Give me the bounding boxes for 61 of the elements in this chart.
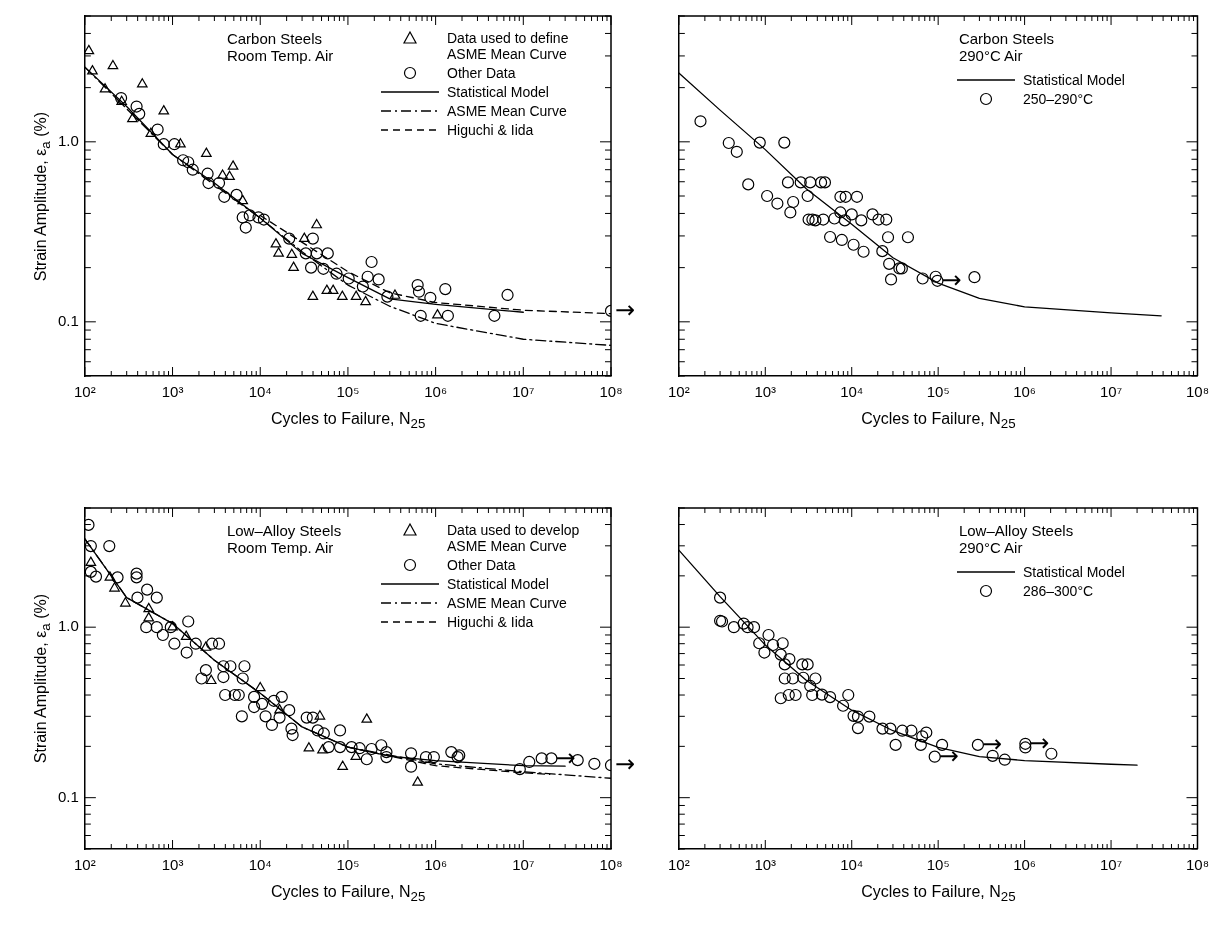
legend-label: 250–290°C [1022,91,1095,107]
x-tick-label: 10⁶ [424,383,448,401]
legend-label: Higuchi & Iida [447,122,535,138]
x-tick-label: 10² [668,856,690,874]
legend-label: Statistical Model [1022,564,1126,580]
x-tick-label: 10⁸ [599,856,623,874]
x-tick-label: 10³ [161,383,184,401]
legend-label: Data used to define ASME Mean Curve [447,30,570,62]
annotation: → [615,296,636,325]
x-tick-label: 10² [74,856,96,874]
annotation: → [938,741,959,770]
legend-label: Higuchi & Iida [447,614,535,630]
x-tick-label: 10⁴ [840,383,864,401]
legend-label: Other Data [447,65,517,81]
x-tick-label: 10⁶ [424,856,448,874]
x-tick-label: 10⁸ [1185,383,1209,401]
legend-label: Statistical Model [447,576,550,592]
x-tick-label: 10² [668,383,690,401]
annotation: → [941,266,962,295]
x-tick-label: 10³ [754,383,777,401]
annotation: Carbon Steels 290°C Air [958,30,1055,64]
x-tick-label: 10⁷ [512,856,535,874]
x-tick-label: 10³ [161,856,184,874]
annotation: → [615,750,636,779]
x-tick-label: 10² [74,383,96,401]
x-tick-label: 10⁸ [1185,856,1209,874]
x-tick-label: 10⁸ [599,383,623,401]
x-tick-label: 10⁵ [336,856,360,874]
x-tick-label: 10⁷ [1099,383,1123,401]
annotation: → [555,743,576,772]
legend-label: Statistical Model [447,84,550,100]
annotation: Low–Alloy Steels Room Temp. Air [226,522,343,556]
legend-label: ASME Mean Curve [447,103,568,119]
annotation: Carbon Steels Room Temp. Air [226,30,335,64]
x-tick-label: 10³ [754,856,777,874]
x-tick-label: 10⁵ [926,856,950,874]
x-axis-title: Cycles to Failure, N$_{25}$ [861,410,1016,432]
annotation: → [1029,729,1050,758]
y-tick-label: 1.0 [57,131,79,149]
annotation: → [981,730,1002,759]
legend-label: Other Data [447,557,517,573]
legend-label: ASME Mean Curve [447,595,568,611]
x-tick-label: 10⁶ [1013,383,1037,401]
legend-label: 286–300°C [1022,583,1095,599]
x-axis-title: Cycles to Failure, N$_{25}$ [270,883,426,905]
x-tick-label: 10⁴ [248,383,272,401]
y-tick-label: 1.0 [57,617,79,635]
x-tick-label: 10⁴ [840,856,864,874]
legend-label: Statistical Model [1022,72,1126,88]
x-tick-label: 10⁷ [1099,856,1123,874]
x-tick-label: 10⁵ [926,383,950,401]
y-tick-label: 0.1 [57,787,79,805]
annotation: Low–Alloy Steels 290°C Air [958,522,1075,556]
x-axis-title: Cycles to Failure, N$_{25}$ [861,883,1016,905]
legend-label: Data used to develop ASME Mean Curve [447,522,581,554]
x-tick-label: 10⁷ [512,383,535,401]
x-tick-label: 10⁵ [336,383,360,401]
x-tick-label: 10⁴ [248,856,272,874]
y-tick-label: 0.1 [57,311,79,329]
x-axis-title: Cycles to Failure, N$_{25}$ [270,410,426,432]
x-tick-label: 10⁶ [1013,856,1037,874]
